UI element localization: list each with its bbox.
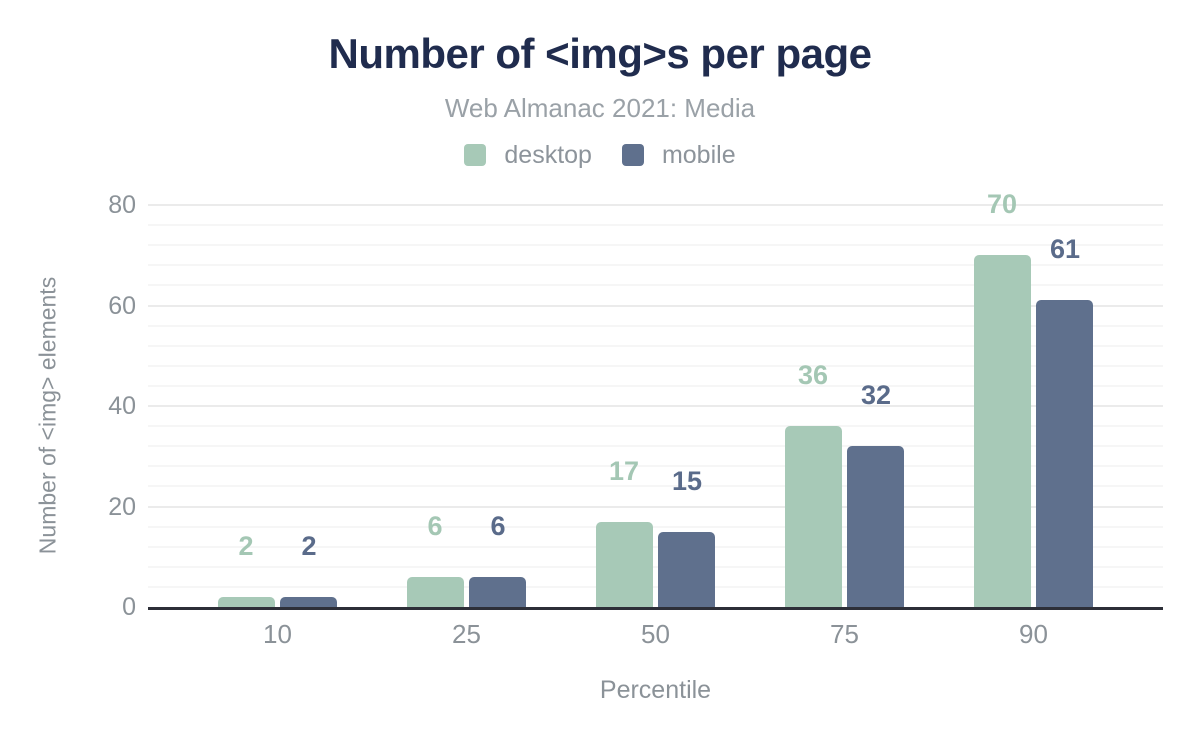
- bar-mobile-p25: [469, 577, 526, 607]
- legend-label-desktop: desktop: [504, 140, 592, 169]
- bar-desktop-p90: [974, 255, 1031, 607]
- bar-desktop-p75: [785, 426, 842, 607]
- bar-mobile-p10: [280, 597, 337, 607]
- gridline-minor-76: [148, 224, 1163, 227]
- gridline-major-20: [148, 505, 1163, 508]
- value-label-mobile-p50: 15: [671, 466, 703, 496]
- value-label-desktop-p75: 36: [797, 360, 829, 390]
- gridline-minor-48: [148, 364, 1163, 367]
- gridline-minor-56: [148, 324, 1163, 327]
- gridline-minor-28: [148, 465, 1163, 468]
- y-tick-40: 40: [108, 392, 136, 420]
- gridline-minor-72: [148, 244, 1163, 247]
- x-tick-25: 25: [452, 619, 481, 649]
- legend: desktop mobile: [0, 140, 1200, 170]
- legend-label-mobile: mobile: [661, 140, 736, 169]
- gridline-minor-4: [148, 585, 1163, 588]
- bar-desktop-p25: [407, 577, 464, 607]
- gridline-major-40: [148, 405, 1163, 407]
- gridline-minor-8: [148, 565, 1163, 568]
- bar-mobile-p50: [658, 532, 715, 607]
- gridline-minor-24: [148, 485, 1163, 488]
- x-axis-line: [148, 607, 1163, 610]
- x-tick-10: 10: [263, 619, 292, 649]
- value-label-mobile-p10: 2: [301, 531, 317, 561]
- gridline-major-80: [148, 204, 1163, 206]
- legend-item-desktop: desktop: [464, 141, 592, 170]
- value-label-mobile-p90: 61: [1049, 234, 1081, 264]
- y-tick-60: 60: [108, 291, 136, 320]
- y-tick-20: 20: [108, 492, 136, 521]
- gridline-minor-32: [148, 445, 1163, 448]
- bar-desktop-p50: [596, 522, 653, 607]
- gridline-minor-64: [148, 284, 1163, 287]
- y-tick-0: 0: [122, 593, 136, 621]
- value-label-desktop-p90: 70: [986, 189, 1018, 219]
- y-tick-80: 80: [108, 191, 136, 219]
- mobile-swatch-icon: [621, 144, 644, 166]
- desktop-swatch-icon: [464, 144, 487, 166]
- gridline-minor-16: [148, 525, 1163, 528]
- bar-desktop-p10: [218, 597, 275, 607]
- gridline-minor-68: [148, 264, 1163, 267]
- value-label-desktop-p10: 2: [238, 531, 254, 561]
- chart-subtitle: Web Almanac 2021: Media: [444, 93, 756, 123]
- gridline-minor-12: [148, 545, 1163, 548]
- chart-title: Number of <img>s per page: [328, 30, 872, 77]
- gridline-minor-36: [148, 425, 1163, 428]
- gridline-major-60: [148, 304, 1163, 307]
- x-tick-90: 90: [1019, 619, 1048, 649]
- value-label-mobile-p25: 6: [490, 511, 506, 541]
- x-tick-75: 75: [830, 619, 859, 649]
- legend-item-mobile: mobile: [621, 140, 736, 170]
- gridline-minor-52: [148, 344, 1163, 347]
- value-label-desktop-p50: 17: [608, 456, 640, 486]
- value-label-desktop-p25: 6: [427, 511, 443, 541]
- value-label-mobile-p75: 32: [860, 380, 892, 410]
- x-tick-50: 50: [641, 619, 670, 649]
- bar-mobile-p90: [1036, 300, 1093, 607]
- gridline-minor-44: [148, 384, 1163, 387]
- x-axis-title: Percentile: [599, 676, 712, 704]
- bar-mobile-p75: [847, 446, 904, 607]
